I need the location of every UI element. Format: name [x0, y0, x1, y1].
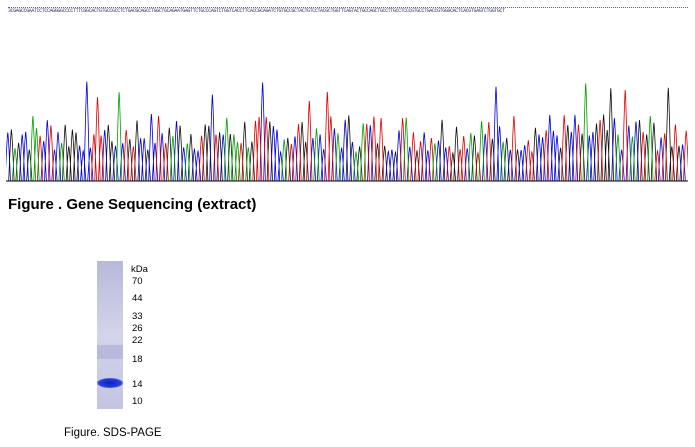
gel-smear: [97, 345, 123, 359]
marker-22: 22: [132, 335, 143, 346]
marker-33: 33: [132, 311, 143, 322]
kda-unit-label: kDa: [131, 264, 148, 275]
chromatogram-trace: [6, 81, 688, 182]
marker-14: 14: [132, 379, 143, 390]
marker-44: 44: [132, 293, 143, 304]
marker-10: 10: [132, 396, 143, 407]
marker-26: 26: [132, 323, 143, 334]
figure-title-gene-sequencing: Figure . Gene Sequencing (extract): [8, 196, 257, 213]
figure-caption-sds-page: Figure. SDS-PAGE: [64, 427, 162, 439]
marker-18: 18: [132, 354, 143, 365]
sequence-text: 3CGAGCCGAATCCTCCAGGGGCCCCTTTCGGCACTGTGCC…: [8, 6, 688, 16]
sds-page-gel-lane: [97, 261, 123, 409]
protein-band: [97, 378, 123, 388]
trace-T: [6, 89, 688, 182]
marker-70: 70: [132, 276, 143, 287]
